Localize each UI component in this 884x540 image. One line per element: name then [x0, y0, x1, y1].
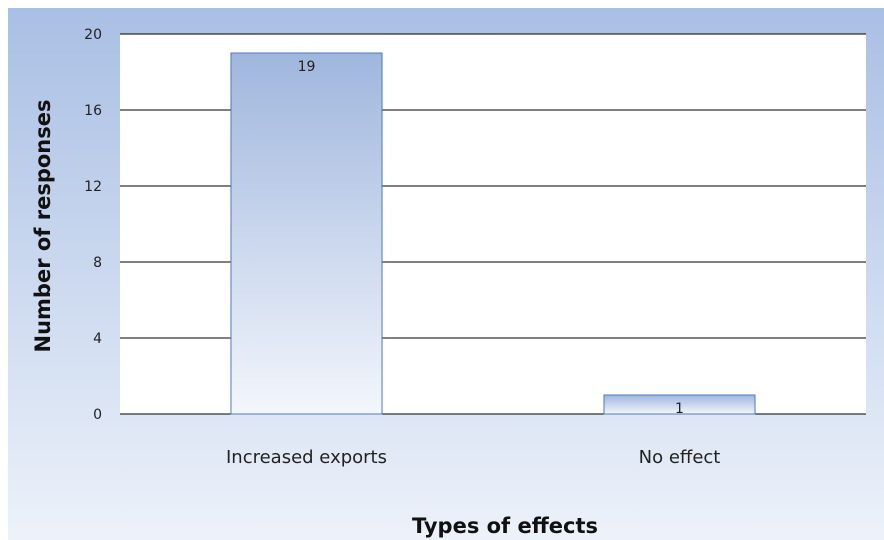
data-labels: 19 1 — [298, 59, 684, 417]
y-tick-label-20: 20 — [84, 27, 102, 43]
bar-0 — [230, 52, 383, 415]
y-tick-labels: 0 4 8 12 16 20 — [84, 27, 102, 423]
category-label-1: No effect — [639, 447, 721, 468]
data-label-1: 1 — [675, 401, 684, 417]
bar-1 — [603, 394, 756, 415]
category-labels: Increased exports No effect — [226, 447, 720, 468]
data-label-0: 19 — [298, 59, 316, 75]
y-tick-label-4: 4 — [93, 331, 102, 347]
y-tick-label-16: 16 — [84, 103, 102, 119]
bars — [230, 52, 756, 415]
y-tick-label-12: 12 — [84, 179, 102, 195]
y-tick-label-0: 0 — [93, 407, 102, 423]
x-axis-title: Types of effects — [412, 514, 598, 538]
category-label-0: Increased exports — [226, 447, 387, 468]
y-axis-title: Number of responses — [31, 100, 55, 353]
y-tick-label-8: 8 — [93, 255, 102, 271]
